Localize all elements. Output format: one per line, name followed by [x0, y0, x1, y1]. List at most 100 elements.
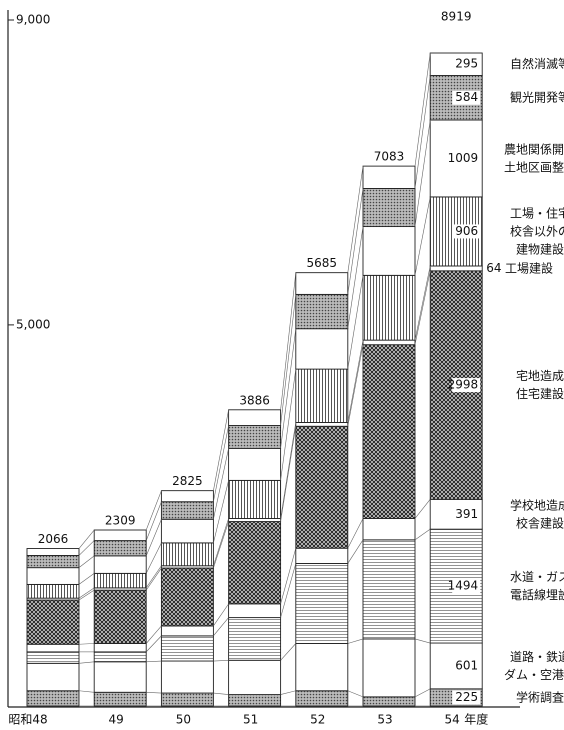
connector: [347, 518, 364, 549]
connector: [347, 226, 364, 329]
legend-line: 校舎建設: [516, 515, 564, 530]
bar-segment: [160, 692, 214, 707]
bar-segment: [26, 548, 80, 556]
legend-label: 農地関係開発土地区画整理: [504, 142, 564, 174]
connector: [78, 573, 95, 585]
bar-segment: [93, 651, 147, 663]
label-bg: [452, 658, 481, 673]
x-tick-label: 51: [243, 713, 258, 727]
bar-segment: [160, 542, 214, 567]
value-label: 2998: [448, 378, 479, 392]
connector: [280, 294, 297, 426]
connector: [213, 521, 229, 569]
total-label: 2825: [172, 474, 203, 488]
bar-segment: [295, 328, 349, 370]
bar-segment: [362, 165, 416, 189]
bar-segment: [93, 691, 147, 707]
connector: [414, 528, 431, 541]
bar-segment: [362, 518, 416, 541]
connector: [78, 690, 95, 693]
bar-segment: [295, 643, 349, 692]
connector: [213, 603, 229, 627]
legend-line: 学校地造成: [510, 497, 564, 512]
connector: [280, 643, 297, 661]
bar-segment: [228, 603, 282, 619]
bar-segment: [228, 409, 282, 426]
legend-line: 電話線埋設: [510, 587, 564, 602]
bar-segment: [362, 188, 416, 228]
connector: [145, 542, 162, 574]
label-bg: [452, 507, 481, 522]
label-bg: [452, 57, 481, 72]
connector: [414, 52, 431, 167]
value-label: 1009: [448, 151, 479, 165]
bar-segment: [26, 690, 80, 707]
connector: [145, 565, 162, 589]
bar-segment: [295, 272, 349, 295]
y-tick-label: 5,000: [16, 317, 50, 331]
connector: [146, 691, 162, 694]
value-label: 295: [455, 57, 478, 71]
connector: [146, 660, 162, 663]
connector: [347, 344, 364, 427]
connector: [414, 499, 431, 519]
legend-line: 道路・鉄道: [510, 648, 564, 663]
label-bg: [452, 579, 481, 594]
bar-segment: [295, 563, 349, 644]
bar-segment: [160, 490, 214, 503]
bar-segment: [228, 425, 282, 449]
value-label: 601: [455, 658, 478, 672]
legend-line: 農地関係開発: [504, 142, 564, 156]
bar-segment: [93, 643, 147, 653]
connector: [78, 540, 95, 556]
bar-segment: [362, 638, 416, 698]
bar-segment: [295, 690, 349, 707]
bar-segment: [228, 521, 282, 605]
value-label: 391: [455, 507, 478, 521]
legend-line: 水道・ガス: [510, 570, 564, 584]
legend-label: 学術調査: [516, 689, 564, 704]
total-label: 8919: [441, 10, 472, 24]
legend-line: 工場建設: [505, 260, 553, 275]
connector: [347, 188, 364, 295]
connector: [347, 166, 364, 273]
bar-segment: [93, 572, 147, 589]
bar-segment: [228, 694, 282, 707]
bar-segment: [295, 422, 349, 427]
connector: [414, 265, 431, 341]
bar-segment: [362, 339, 416, 346]
connector: [347, 275, 364, 370]
label-bg: [452, 378, 481, 393]
legend-label: 宅地造成住宅建設: [516, 368, 564, 401]
connector: [213, 518, 229, 566]
legend-line: 住宅建設: [516, 386, 564, 401]
legend-line: 建物建設: [516, 241, 564, 256]
legend-label: 道路・鉄道ダム・空港等: [504, 648, 564, 681]
connector: [280, 369, 297, 481]
bar-segment: [160, 567, 214, 627]
connector: [213, 480, 229, 543]
connector: [213, 617, 229, 637]
connector: [280, 548, 297, 604]
connector: [414, 638, 431, 644]
bar-segment: [362, 696, 416, 707]
bar-segment: [26, 662, 80, 692]
connector: [414, 688, 431, 698]
value-label: 1494: [448, 579, 479, 593]
connector: [213, 425, 229, 502]
bar-segment: [160, 518, 214, 544]
legend-label: 観光開発等: [510, 90, 564, 104]
connector: [414, 270, 431, 345]
label-bg: [452, 151, 481, 166]
bar-segment: [26, 583, 80, 599]
connector: [145, 625, 162, 644]
legend-line: 土地区画整理: [504, 159, 564, 174]
bar-segment: [228, 617, 282, 661]
bar-segment: [93, 555, 147, 574]
connector: [414, 75, 431, 189]
bar-segment: [26, 567, 80, 585]
x-tick-label: 50: [176, 713, 191, 727]
x-axis-label: 年度: [464, 712, 488, 727]
legend-line: 宅地造成: [516, 368, 564, 383]
bar-segment: [93, 540, 147, 557]
